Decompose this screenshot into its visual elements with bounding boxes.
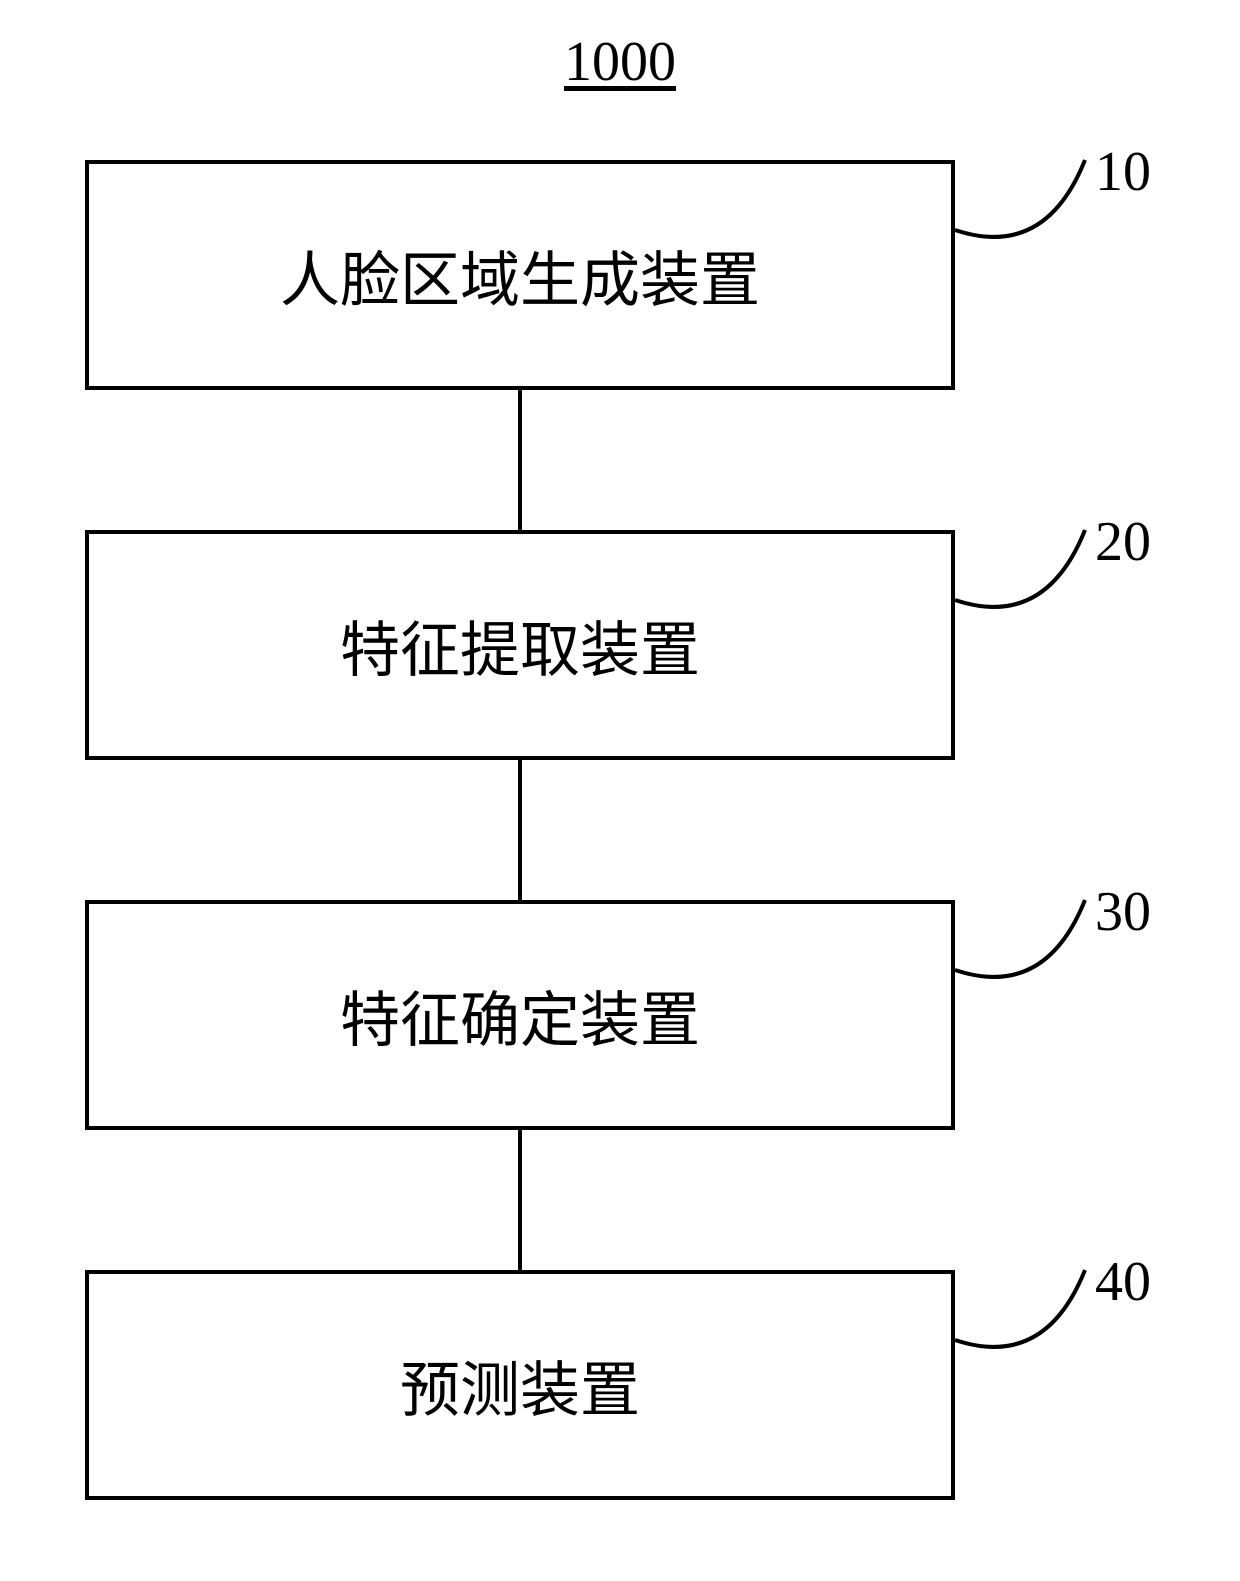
node-feature-determiner: 特征确定装置 (85, 900, 955, 1130)
callout-label-40: 40 (1095, 1250, 1151, 1314)
callout-curve (955, 160, 1115, 280)
callout-label-30: 30 (1095, 880, 1151, 944)
node-face-region-generator: 人脸区域生成装置 (85, 160, 955, 390)
callout-curve (955, 530, 1115, 650)
callout-label-10: 10 (1095, 140, 1151, 204)
callout-curve (955, 1270, 1115, 1390)
diagram-title: 1000 (564, 30, 676, 94)
node-feature-extractor: 特征提取装置 (85, 530, 955, 760)
edge (518, 760, 522, 900)
callout-label-20: 20 (1095, 510, 1151, 574)
node-predictor: 预测装置 (85, 1270, 955, 1500)
node-label: 人脸区域生成装置 (280, 232, 760, 319)
node-label: 特征确定装置 (340, 972, 700, 1059)
callout-curve (955, 900, 1115, 1020)
node-label: 预测装置 (400, 1342, 640, 1429)
edge (518, 1130, 522, 1270)
node-label: 特征提取装置 (340, 602, 700, 689)
edge (518, 390, 522, 530)
diagram-canvas: 1000 人脸区域生成装置 10 特征提取装置 20 特征确定装置 30 预测装… (0, 0, 1240, 1581)
